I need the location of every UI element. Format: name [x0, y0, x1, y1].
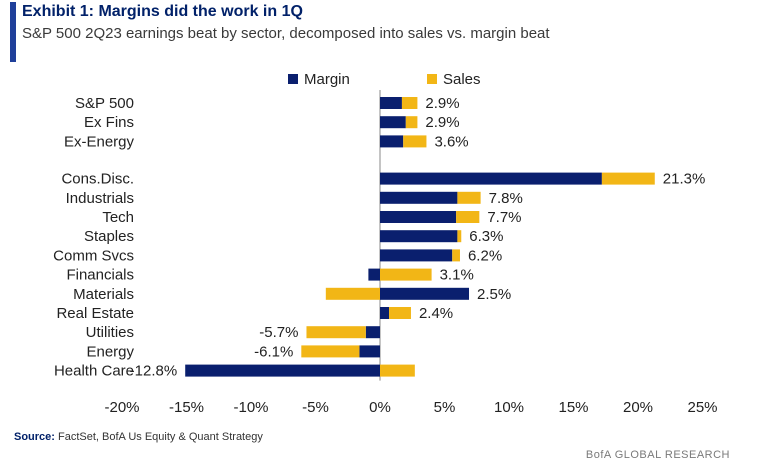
category-label: Health Care: [54, 363, 134, 380]
title-accent-bar: [10, 2, 16, 62]
bar-sales: [401, 97, 418, 109]
bar-margin: [380, 172, 602, 185]
total-label: 3.1%: [440, 267, 474, 284]
bar-margin: [368, 268, 380, 281]
category-label: Ex-Energy: [64, 133, 135, 150]
bar-margin: [365, 326, 380, 339]
category-label: Financials: [66, 267, 134, 284]
category-label: Tech: [102, 209, 134, 226]
x-tick-label: -15%: [169, 399, 204, 416]
bar-margin: [380, 230, 458, 243]
source-text: FactSet, BofA Us Equity & Quant Strategy: [58, 431, 263, 443]
source-label: Source:: [14, 431, 55, 443]
legend-swatch-sales: [427, 74, 437, 84]
legend-swatch-margin: [288, 74, 298, 84]
total-label: 21.3%: [663, 171, 706, 188]
chart-title: Exhibit 1: Margins did the work in 1Q: [22, 3, 303, 20]
category-label: Industrials: [66, 190, 134, 207]
bar-sales: [380, 268, 432, 281]
bar-sales: [601, 172, 655, 185]
x-tick-label: 25%: [687, 399, 717, 416]
category-label: Cons.Disc.: [61, 171, 134, 188]
x-tick-label: 0%: [369, 399, 391, 416]
total-label: 2.9%: [425, 95, 459, 112]
category-label: Utilities: [86, 324, 134, 341]
bar-margin: [380, 287, 470, 300]
category-label: Staples: [84, 228, 134, 245]
x-tick-label: -5%: [302, 399, 329, 416]
total-label: 2.9%: [425, 114, 459, 131]
bar-sales: [457, 191, 481, 204]
x-tick-label: 5%: [434, 399, 456, 416]
bar-margin: [380, 191, 458, 204]
x-tick-label: 20%: [623, 399, 653, 416]
x-tick-label: -20%: [104, 399, 139, 416]
x-tick-label: 15%: [558, 399, 588, 416]
bar-margin: [380, 211, 457, 223]
bar-margin: [380, 249, 453, 262]
bar-sales: [325, 287, 380, 300]
bar-margin: [380, 116, 406, 129]
total-label: 6.2%: [468, 247, 502, 264]
total-label: 2.5%: [477, 286, 511, 303]
total-label: 3.6%: [434, 133, 468, 150]
bar-sales: [405, 116, 418, 129]
total-label: 2.4%: [419, 305, 453, 322]
source-note: Source: FactSet, BofA Us Equity & Quant …: [14, 431, 263, 443]
total-label: 6.3%: [469, 228, 503, 245]
bar-margin: [185, 364, 380, 377]
legend-label-sales: Sales: [443, 71, 481, 88]
category-label: Energy: [86, 343, 134, 360]
category-label: Real Estate: [56, 305, 134, 322]
chart-subtitle: S&P 500 2Q23 earnings beat by sector, de…: [22, 25, 550, 42]
bar-margin: [380, 97, 402, 109]
total-label: -5.7%: [259, 324, 298, 341]
bar-sales: [301, 345, 360, 358]
total-label: 7.8%: [489, 190, 523, 207]
bar-sales: [403, 135, 427, 148]
category-label: Ex Fins: [84, 114, 134, 131]
bar-sales: [306, 326, 366, 339]
bar-margin: [380, 307, 390, 319]
x-tick-label: -10%: [233, 399, 268, 416]
bar-sales: [456, 211, 480, 223]
brand-label: BofA GLOBAL RESEARCH: [585, 449, 730, 461]
category-label: Comm Svcs: [53, 247, 134, 264]
x-tick-label: 10%: [494, 399, 524, 416]
bar-margin: [380, 135, 404, 148]
legend-label-margin: Margin: [304, 71, 350, 88]
bar-sales: [380, 364, 415, 377]
category-label: Materials: [73, 286, 134, 303]
bar-sales: [389, 307, 411, 319]
total-label: -6.1%: [254, 343, 293, 360]
category-label: S&P 500: [75, 95, 134, 112]
total-label: -12.8%: [130, 363, 178, 380]
bar-sales: [452, 249, 460, 262]
total-label: 7.7%: [487, 209, 521, 226]
bar-margin: [359, 345, 380, 358]
bar-sales: [457, 230, 462, 243]
